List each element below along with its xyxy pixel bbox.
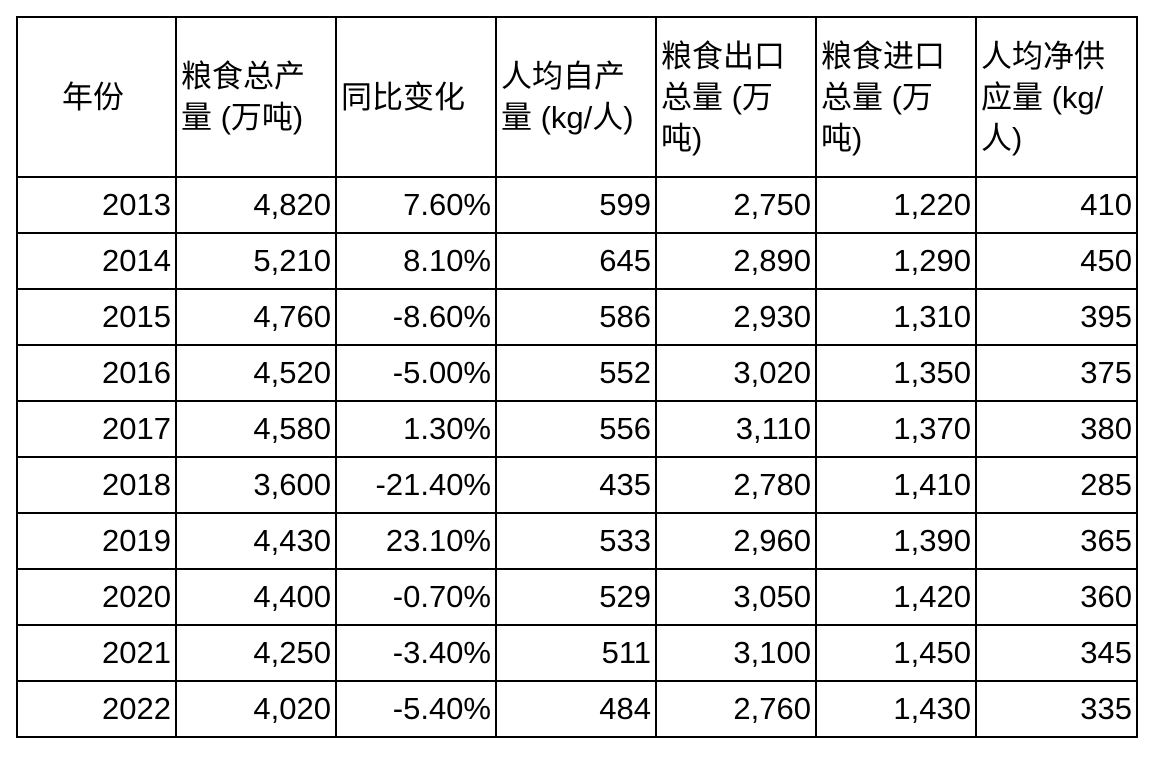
header-cell: 粮食进口总量 (万吨) (815, 16, 977, 178)
data-table: 年份 粮食总产量 (万吨) 同比变化 人均自产量 (kg/人) 粮食出口总量 (万吨) 粮… (16, 16, 1138, 738)
table-cell: 645 (495, 232, 657, 290)
table-cell: 2019 (16, 512, 177, 570)
table-cell: 4,580 (175, 400, 337, 458)
table-row: 2021 4,250 -3.40% 511 3,100 1,450 345 (16, 624, 1138, 682)
table-cell: 5,210 (175, 232, 337, 290)
table-cell: 2022 (16, 680, 177, 738)
table-cell: 2,780 (655, 456, 817, 514)
table-cell: 4,430 (175, 512, 337, 570)
table-cell: -5.00% (335, 344, 497, 402)
table-cell: 511 (495, 624, 657, 682)
table-cell: 4,250 (175, 624, 337, 682)
table-cell: 380 (975, 400, 1138, 458)
table-cell: 2014 (16, 232, 177, 290)
table-cell: 1,290 (815, 232, 977, 290)
table-cell: 4,020 (175, 680, 337, 738)
table-cell: 484 (495, 680, 657, 738)
table-cell: 3,050 (655, 568, 817, 626)
table-cell: 7.60% (335, 176, 497, 234)
table-cell: 360 (975, 568, 1138, 626)
header-cell: 粮食总产量 (万吨) (175, 16, 337, 178)
header-row: 年份 粮食总产量 (万吨) 同比变化 人均自产量 (kg/人) 粮食出口总量 (万吨) 粮… (16, 16, 1138, 178)
header-cell: 粮食出口总量 (万吨) (655, 16, 817, 178)
table-cell: 1,390 (815, 512, 977, 570)
table-cell: 2,750 (655, 176, 817, 234)
table-cell: 4,400 (175, 568, 337, 626)
table-cell: 3,600 (175, 456, 337, 514)
header-cell: 人均净供应量 (kg/人) (975, 16, 1138, 178)
table-cell: 2,960 (655, 512, 817, 570)
table-row: 2022 4,020 -5.40% 484 2,760 1,430 335 (16, 680, 1138, 738)
table-cell: 599 (495, 176, 657, 234)
table-cell: 1.30% (335, 400, 497, 458)
table-cell: 2018 (16, 456, 177, 514)
table-cell: 2,890 (655, 232, 817, 290)
table-cell: 2020 (16, 568, 177, 626)
table-cell: 529 (495, 568, 657, 626)
table-cell: 285 (975, 456, 1138, 514)
table-cell: 3,110 (655, 400, 817, 458)
table-cell: -21.40% (335, 456, 497, 514)
table-cell: 1,450 (815, 624, 977, 682)
table-cell: 410 (975, 176, 1138, 234)
table-row: 2018 3,600 -21.40% 435 2,780 1,410 285 (16, 456, 1138, 514)
table-cell: 552 (495, 344, 657, 402)
table-cell: 2017 (16, 400, 177, 458)
table-cell: 435 (495, 456, 657, 514)
table-cell: 345 (975, 624, 1138, 682)
table-cell: 1,350 (815, 344, 977, 402)
header-cell: 年份 (16, 16, 177, 178)
table-cell: 1,410 (815, 456, 977, 514)
table-cell: 2,760 (655, 680, 817, 738)
table-cell: 2016 (16, 344, 177, 402)
table-cell: 2,930 (655, 288, 817, 346)
table-cell: 4,520 (175, 344, 337, 402)
table-body: 2013 4,820 7.60% 599 2,750 1,220 410 2014 5,210 8… (16, 176, 1138, 738)
table-cell: 1,420 (815, 568, 977, 626)
table-cell: -3.40% (335, 624, 497, 682)
table-cell: 375 (975, 344, 1138, 402)
table-cell: 1,220 (815, 176, 977, 234)
header-cell: 同比变化 (335, 16, 497, 178)
table-row: 2019 4,430 23.10% 533 2,960 1,390 365 (16, 512, 1138, 570)
table-cell: 533 (495, 512, 657, 570)
table-cell: 450 (975, 232, 1138, 290)
table-cell: 4,760 (175, 288, 337, 346)
table-cell: -5.40% (335, 680, 497, 738)
table-row: 2020 4,400 -0.70% 529 3,050 1,420 360 (16, 568, 1138, 626)
table-cell: 3,020 (655, 344, 817, 402)
table-cell: 2021 (16, 624, 177, 682)
table-cell: 1,430 (815, 680, 977, 738)
table-cell: 4,820 (175, 176, 337, 234)
table-cell: -8.60% (335, 288, 497, 346)
table-cell: 335 (975, 680, 1138, 738)
table-row: 2013 4,820 7.60% 599 2,750 1,220 410 (16, 176, 1138, 234)
table-cell: 586 (495, 288, 657, 346)
table-row: 2015 4,760 -8.60% 586 2,930 1,310 395 (16, 288, 1138, 346)
table-cell: 8.10% (335, 232, 497, 290)
table-cell: 1,370 (815, 400, 977, 458)
table-cell: 1,310 (815, 288, 977, 346)
table-cell: 2015 (16, 288, 177, 346)
table-row: 2017 4,580 1.30% 556 3,110 1,370 380 (16, 400, 1138, 458)
table-cell: 365 (975, 512, 1138, 570)
table-cell: 395 (975, 288, 1138, 346)
table-cell: 556 (495, 400, 657, 458)
table-cell: 3,100 (655, 624, 817, 682)
table-cell: 23.10% (335, 512, 497, 570)
table-row: 2016 4,520 -5.00% 552 3,020 1,350 375 (16, 344, 1138, 402)
table-cell: -0.70% (335, 568, 497, 626)
table-row: 2014 5,210 8.10% 645 2,890 1,290 450 (16, 232, 1138, 290)
header-cell: 人均自产量 (kg/人) (495, 16, 657, 178)
table-cell: 2013 (16, 176, 177, 234)
